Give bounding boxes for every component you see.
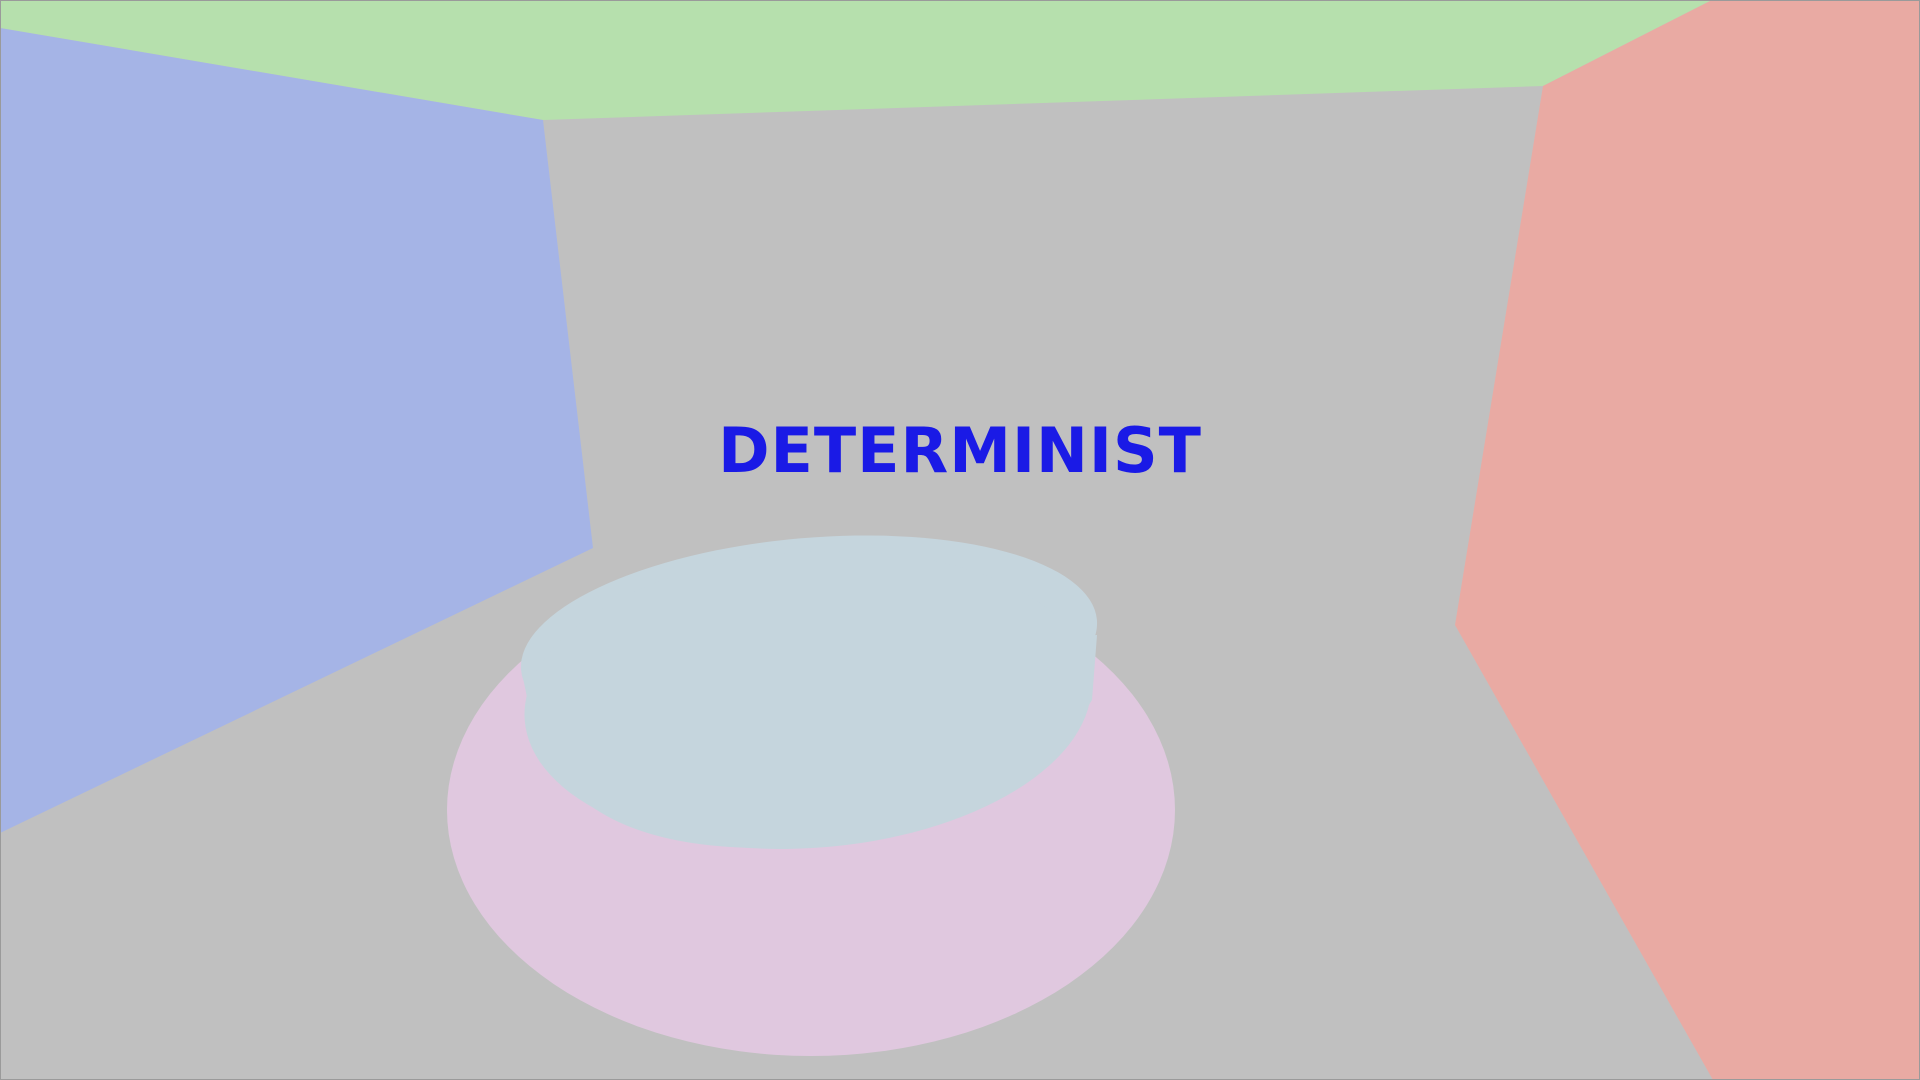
right-wall xyxy=(1455,0,1920,1080)
back-wall xyxy=(543,86,1543,625)
left-wall xyxy=(0,28,593,833)
game-title: DETERMINIST xyxy=(718,414,1202,487)
ceiling xyxy=(0,0,1712,120)
pedestal-top-body xyxy=(524,551,1092,849)
